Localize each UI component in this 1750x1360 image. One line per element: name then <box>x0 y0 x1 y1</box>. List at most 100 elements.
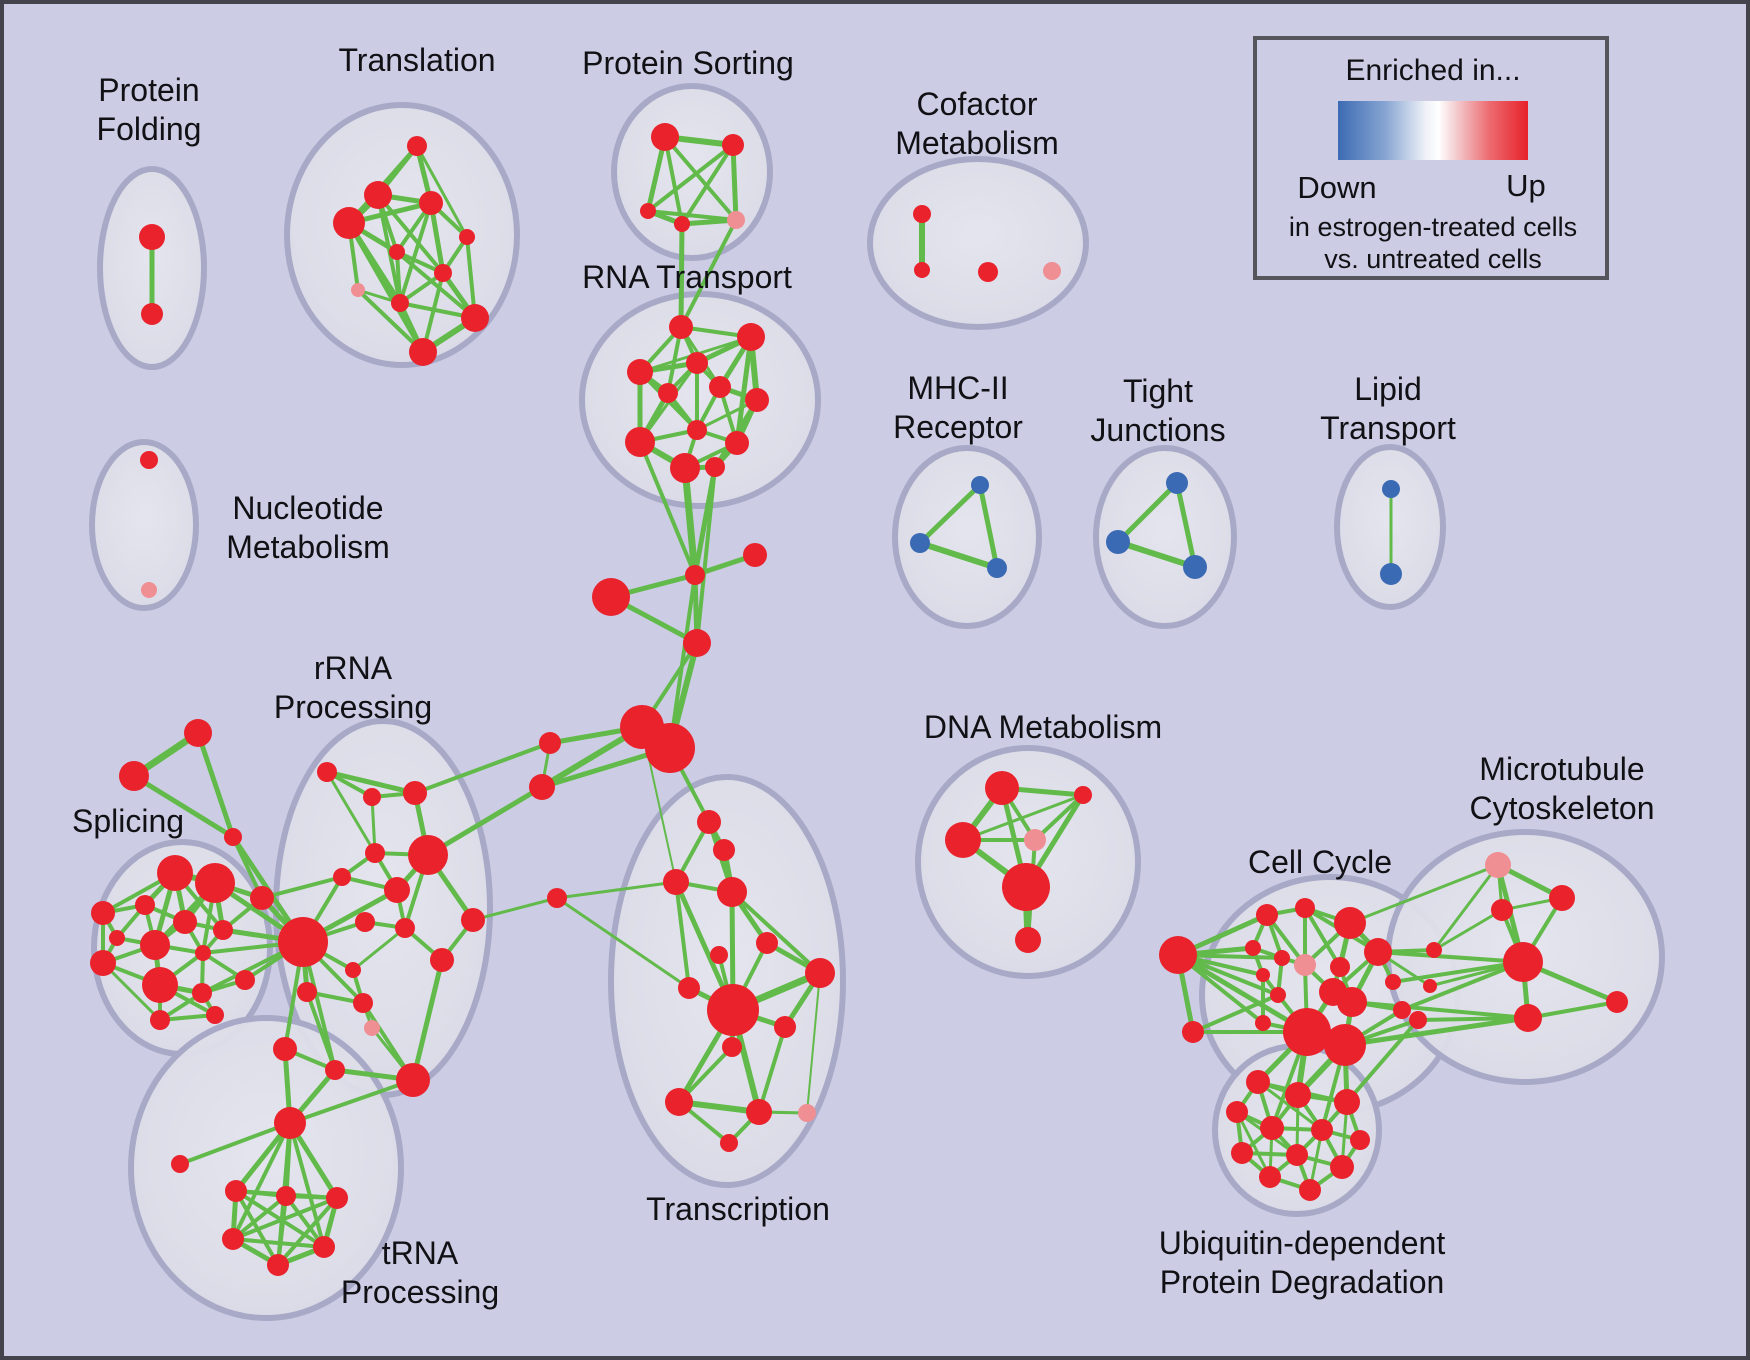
node-tr13[interactable] <box>746 1099 772 1125</box>
node-tr14[interactable] <box>798 1104 816 1122</box>
node-sp9[interactable] <box>195 945 211 961</box>
node-t8[interactable] <box>351 283 365 297</box>
node-cc15[interactable] <box>1255 1015 1271 1031</box>
node-ub7[interactable] <box>1350 1130 1370 1150</box>
node-a1[interactable] <box>184 719 212 747</box>
node-tr4[interactable] <box>717 877 747 907</box>
node-ccb1[interactable] <box>1283 1008 1331 1056</box>
node-tr12[interactable] <box>665 1088 693 1116</box>
node-tn2[interactable] <box>276 1186 296 1206</box>
node-t2[interactable] <box>364 181 392 209</box>
node-ub6[interactable] <box>1311 1119 1333 1141</box>
node-sp5[interactable] <box>173 910 197 934</box>
node-mt6[interactable] <box>1606 991 1628 1013</box>
node-ub5[interactable] <box>1260 1116 1284 1140</box>
node-t9[interactable] <box>391 294 409 312</box>
node-ov2[interactable] <box>1393 1001 1411 1019</box>
node-sp14[interactable] <box>150 1010 170 1030</box>
node-rrh[interactable] <box>278 917 328 967</box>
node-mt4[interactable] <box>1503 942 1543 982</box>
node-ps1[interactable] <box>651 123 679 151</box>
node-rr3[interactable] <box>403 781 427 805</box>
node-rr13[interactable] <box>297 982 317 1002</box>
node-rr18[interactable] <box>364 1020 380 1036</box>
node-rr10[interactable] <box>345 962 361 978</box>
node-mh2[interactable] <box>910 533 930 553</box>
node-t5[interactable] <box>459 229 475 245</box>
node-sp8[interactable] <box>140 930 170 960</box>
node-tr8[interactable] <box>707 984 759 1036</box>
node-r9[interactable] <box>625 427 655 457</box>
node-cf3[interactable] <box>978 262 998 282</box>
node-mt5[interactable] <box>1514 1004 1542 1032</box>
node-rr4[interactable] <box>365 843 385 863</box>
node-tn6[interactable] <box>267 1254 289 1276</box>
node-tr15[interactable] <box>720 1134 738 1152</box>
node-t11[interactable] <box>409 338 437 366</box>
node-n4[interactable] <box>1024 829 1046 851</box>
node-cc8[interactable] <box>1274 950 1290 966</box>
node-ps4[interactable] <box>674 216 690 232</box>
node-tn5[interactable] <box>313 1236 335 1258</box>
node-cf2[interactable] <box>914 262 930 278</box>
node-ub2[interactable] <box>1285 1082 1311 1108</box>
node-rr8[interactable] <box>355 912 375 932</box>
node-tj3[interactable] <box>1183 555 1207 579</box>
node-r5[interactable] <box>709 376 731 398</box>
node-ov4[interactable] <box>1426 942 1442 958</box>
node-r7[interactable] <box>658 383 678 403</box>
node-sp12[interactable] <box>192 983 212 1003</box>
node-ub1[interactable] <box>1246 1070 1270 1094</box>
node-bb[interactable] <box>250 886 274 910</box>
node-c2[interactable] <box>645 723 695 773</box>
node-rr11[interactable] <box>430 948 454 972</box>
node-n3[interactable] <box>945 822 981 858</box>
node-rr2[interactable] <box>363 788 381 806</box>
node-tr11[interactable] <box>722 1037 742 1057</box>
node-tr6[interactable] <box>710 946 728 964</box>
node-tn4[interactable] <box>222 1228 244 1250</box>
node-cc3[interactable] <box>1256 904 1278 926</box>
node-rr16[interactable] <box>325 1060 345 1080</box>
node-cf1[interactable] <box>913 205 931 223</box>
node-mt2[interactable] <box>1549 885 1575 911</box>
node-sp6[interactable] <box>213 920 233 940</box>
node-cc4[interactable] <box>1295 898 1315 918</box>
node-r10[interactable] <box>725 431 749 455</box>
node-cc11[interactable] <box>1256 968 1270 982</box>
node-sp3[interactable] <box>135 895 155 915</box>
node-sp10[interactable] <box>90 950 116 976</box>
node-tr3[interactable] <box>663 869 689 895</box>
node-lp1[interactable] <box>1382 480 1400 498</box>
node-rr9[interactable] <box>395 918 415 938</box>
node-tn3[interactable] <box>326 1187 348 1209</box>
node-tn1[interactable] <box>225 1180 247 1202</box>
node-r6[interactable] <box>745 388 769 412</box>
node-t7[interactable] <box>434 264 452 282</box>
node-ps5[interactable] <box>727 211 745 229</box>
node-pf1[interactable] <box>139 224 165 250</box>
node-ub8[interactable] <box>1231 1142 1253 1164</box>
node-ps2[interactable] <box>722 134 744 156</box>
node-cc9[interactable] <box>1294 954 1316 976</box>
node-lp2[interactable] <box>1380 563 1402 585</box>
node-rr12[interactable] <box>461 908 485 932</box>
node-tr7[interactable] <box>678 977 700 999</box>
node-mt3[interactable] <box>1491 899 1513 921</box>
node-tn0[interactable] <box>274 1107 306 1139</box>
node-nu1[interactable] <box>140 451 158 469</box>
node-a2[interactable] <box>119 761 149 791</box>
node-cc14[interactable] <box>1337 987 1367 1017</box>
node-cc1[interactable] <box>1159 936 1197 974</box>
node-n1[interactable] <box>985 771 1019 805</box>
node-tr5[interactable] <box>756 932 778 954</box>
node-rr17[interactable] <box>396 1063 430 1097</box>
node-rr6[interactable] <box>408 835 448 875</box>
node-ov1[interactable] <box>1385 974 1401 990</box>
node-cf4[interactable] <box>1043 262 1061 280</box>
node-sp11[interactable] <box>142 967 178 1003</box>
node-n6[interactable] <box>1015 927 1041 953</box>
node-cc2[interactable] <box>1182 1021 1204 1043</box>
node-s3[interactable] <box>743 543 767 567</box>
node-ub10[interactable] <box>1330 1155 1354 1179</box>
